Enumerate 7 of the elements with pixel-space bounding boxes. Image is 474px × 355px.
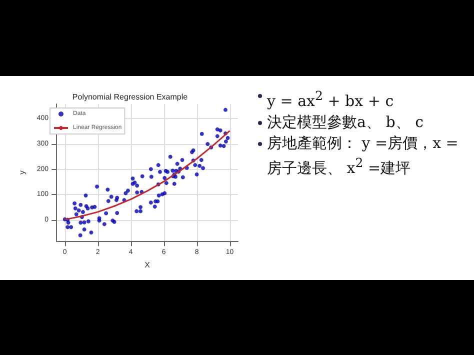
line-series bbox=[64, 130, 231, 220]
chart-title: Polynomial Regression Example bbox=[72, 92, 188, 102]
x-axis-title: X bbox=[144, 260, 151, 270]
text: 決定模型參數a、 b、 c bbox=[267, 113, 424, 132]
text: 房地產範例： y =房價，x = 房子邊長、 x$^{2}$ =建坪 bbox=[267, 134, 460, 178]
y-axis-title: y bbox=[18, 170, 26, 175]
text: y = ax$^{2}$ + bx + c bbox=[267, 87, 394, 111]
